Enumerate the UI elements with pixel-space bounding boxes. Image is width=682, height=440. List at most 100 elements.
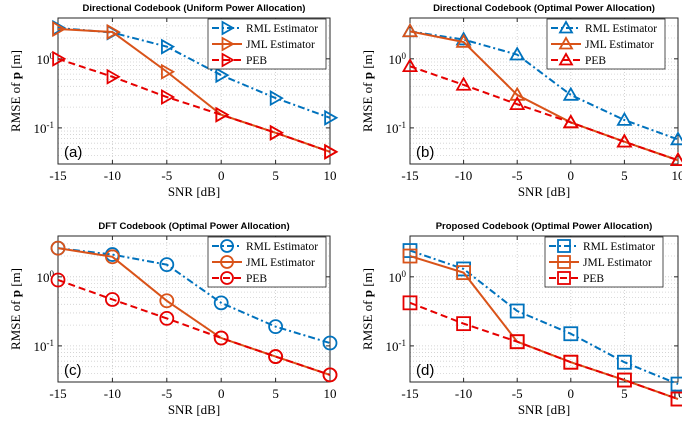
data-point <box>324 143 339 160</box>
data-point <box>616 133 633 148</box>
y-tick-label: 10-1 <box>386 120 407 136</box>
x-axis-label: SNR [dB] <box>168 402 220 417</box>
x-axis-label: SNR [dB] <box>518 184 570 199</box>
legend: RML Estimator JML Estimator PEB <box>207 18 327 70</box>
x-tick-label: -10 <box>104 168 121 183</box>
data-point <box>159 293 175 309</box>
data-point <box>509 334 525 350</box>
x-tick-label: -10 <box>455 168 472 183</box>
data-point <box>509 46 526 61</box>
y-tick-label: 10-1 <box>34 120 55 136</box>
legend-marker <box>221 36 235 52</box>
x-axis-label: SNR [dB] <box>518 402 570 417</box>
data-point <box>269 90 284 107</box>
data-point <box>159 257 175 273</box>
data-point <box>161 63 176 80</box>
data-point <box>268 349 284 364</box>
legend-marker <box>558 36 574 50</box>
x-tick-label: -5 <box>161 386 172 401</box>
x-tick-label: 5 <box>621 168 628 183</box>
data-point <box>401 23 419 38</box>
x-tick-label: -15 <box>401 168 418 183</box>
legend-marker <box>557 255 571 269</box>
legend: RML Estimator JML Estimator PEB <box>546 18 666 70</box>
data-point <box>106 68 121 85</box>
data-point <box>161 38 176 55</box>
data-point <box>509 95 526 111</box>
series-line <box>409 249 679 385</box>
x-tick-label: -15 <box>401 386 418 401</box>
data-point <box>670 376 682 392</box>
series-line <box>409 30 679 141</box>
x-tick-label: -15 <box>49 386 66 401</box>
legend-entry: PEB <box>246 55 267 67</box>
series-line <box>57 28 331 153</box>
data-point <box>456 265 472 281</box>
x-tick-label: -5 <box>512 386 523 401</box>
series-line <box>409 65 679 162</box>
x-tick-label: 0 <box>218 386 225 401</box>
data-point <box>670 391 682 407</box>
legend-entry: PEB <box>246 273 267 285</box>
data-point <box>455 31 472 46</box>
data-point <box>105 292 120 307</box>
legend-marker <box>557 239 571 253</box>
legend-entry: PEB <box>585 55 606 67</box>
chart-panel-d: Proposed Codebook (Optimal Power Allocat… <box>360 221 682 417</box>
data-point <box>268 319 284 335</box>
legend-marker <box>220 255 234 269</box>
y-tick-label: 100 <box>389 269 407 285</box>
series-line <box>57 279 331 376</box>
chart-panel-c: DFT Codebook (Optimal Power Allocation) -… <box>8 221 338 417</box>
data-point <box>269 124 284 141</box>
x-tick-label: 0 <box>568 168 575 183</box>
panel-label: (d) <box>416 362 434 379</box>
y-tick-label: 100 <box>37 269 55 285</box>
data-point <box>213 295 229 311</box>
data-point <box>106 23 121 40</box>
legend-marker <box>221 20 235 36</box>
legend-entry: JML Estimator <box>246 257 315 269</box>
data-point <box>52 20 67 38</box>
series-peb <box>50 272 338 383</box>
panel-label: (a) <box>64 144 82 161</box>
x-tick-label: -10 <box>104 386 121 401</box>
series-line <box>57 57 331 153</box>
legend-entry: JML Estimator <box>583 257 652 269</box>
x-tick-label: 0 <box>218 168 225 183</box>
data-point <box>669 151 682 167</box>
legend-marker <box>220 239 234 253</box>
legend-entry: JML Estimator <box>585 39 654 51</box>
data-point <box>50 240 66 256</box>
y-tick-label: 100 <box>389 51 407 67</box>
data-point <box>161 88 176 106</box>
x-tick-label: 10 <box>324 386 337 401</box>
data-point <box>401 57 419 73</box>
x-axis-label: SNR [dB] <box>168 184 220 199</box>
series-peb <box>402 295 682 407</box>
data-point <box>50 272 66 288</box>
data-point <box>562 86 579 101</box>
data-point <box>215 67 230 84</box>
x-tick-label: 5 <box>272 386 279 401</box>
data-point <box>213 330 229 346</box>
y-tick-label: 10-1 <box>34 338 55 354</box>
series-line <box>57 247 331 344</box>
series-rml-estimator <box>402 243 682 392</box>
data-point <box>563 354 579 370</box>
chart-panel-b: Directional Codebook (Optimal Power Allo… <box>360 3 682 199</box>
x-tick-label: 5 <box>272 168 279 183</box>
data-point <box>616 111 633 126</box>
axes-box <box>409 17 679 165</box>
data-point <box>402 248 418 264</box>
series-line <box>409 301 679 400</box>
x-tick-label: 5 <box>621 386 628 401</box>
y-axis-label: RMSE of p [m] <box>8 50 23 132</box>
data-point <box>563 326 579 342</box>
data-point <box>456 316 472 332</box>
data-point <box>509 303 525 319</box>
y-axis-label: RMSE of p [m] <box>360 268 375 350</box>
series-line <box>57 247 331 376</box>
x-tick-label: 0 <box>568 386 575 401</box>
